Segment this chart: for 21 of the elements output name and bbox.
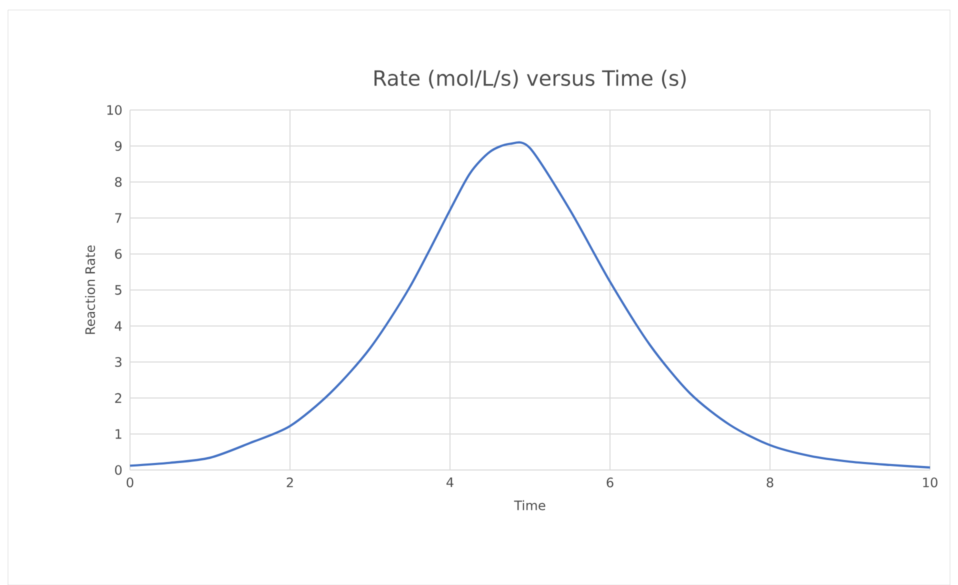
y-tick-label: 9 [115, 141, 122, 151]
x-tick-label: 4 [446, 478, 454, 488]
x-tick-label: 2 [286, 478, 293, 488]
y-tick-label: 3 [115, 357, 122, 367]
y-tick-label: 10 [107, 105, 122, 115]
x-tick-label: 0 [126, 478, 134, 488]
chart-title: Rate (mol/L/s) versus Time (s) [374, 70, 686, 88]
y-tick-label: 7 [115, 213, 122, 223]
y-tick-label: 4 [114, 321, 122, 331]
y-tick-label: 8 [115, 177, 122, 187]
y-tick-label: 2 [115, 393, 122, 403]
y-axis-title: Reaction Rate [85, 245, 96, 334]
y-tick-label: 1 [116, 429, 122, 439]
x-tick-label: 10 [923, 478, 938, 488]
x-tick-label: 8 [766, 478, 774, 488]
y-tick-label: 0 [115, 465, 122, 475]
x-axis-title: Time [514, 500, 546, 510]
y-tick-label: 6 [115, 249, 122, 259]
y-tick-label: 5 [115, 285, 122, 295]
x-tick-label: 6 [606, 478, 614, 488]
line-series [128, 142, 932, 469]
